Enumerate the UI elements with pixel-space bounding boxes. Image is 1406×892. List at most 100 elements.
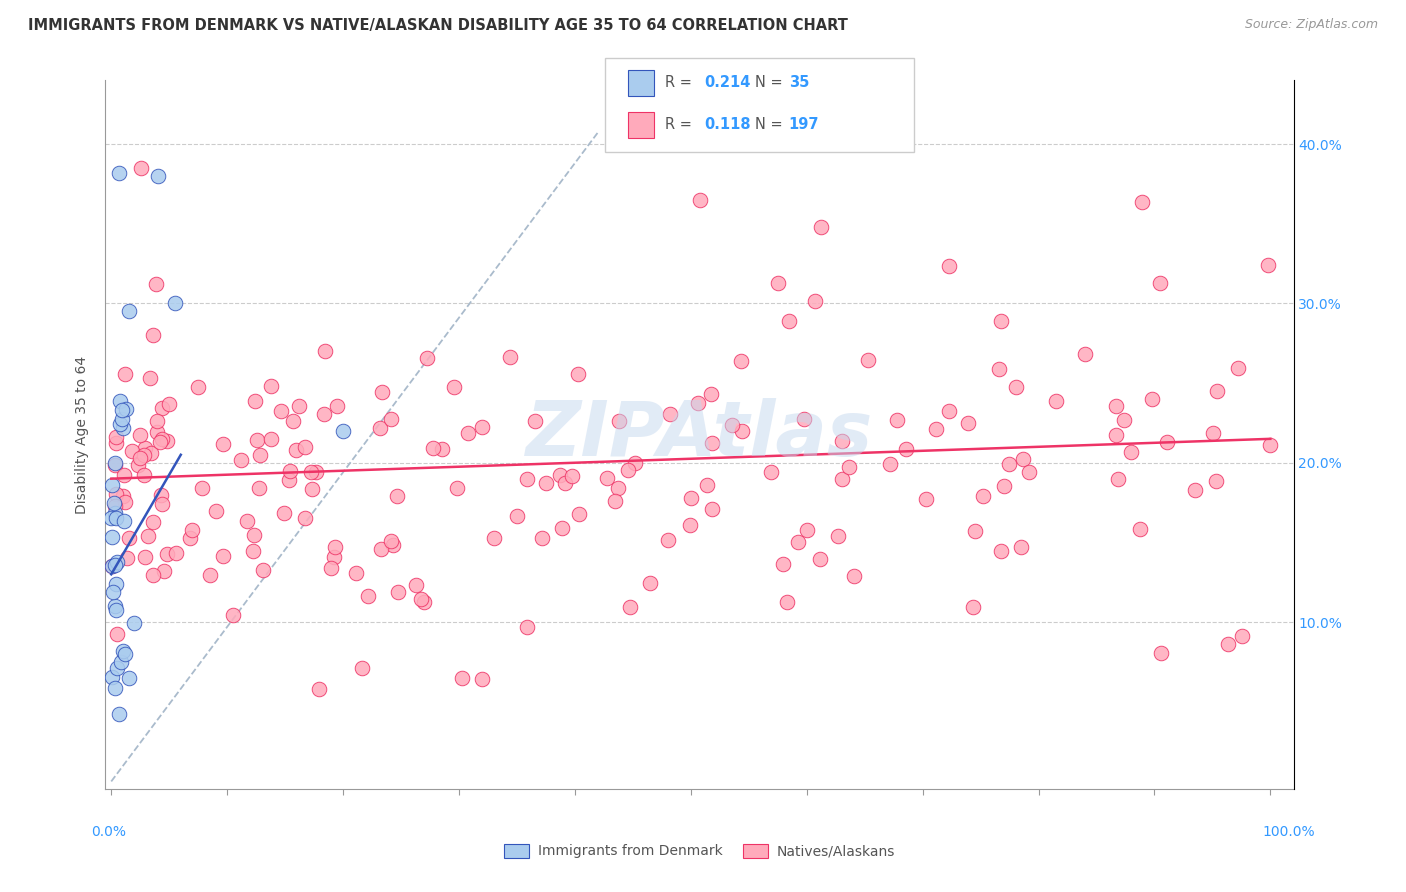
Point [430,442,453,456]
Point [617,463,640,477]
Point [117,671,139,685]
Point [1012,452,1035,467]
Point [242,543,264,558]
Point [243,394,266,409]
Point [699,387,721,401]
Point [212,549,235,563]
Point [471,672,494,686]
Point [121,443,143,458]
Point [368,421,391,435]
Point [299,465,322,479]
Text: 0.0%: 0.0% [91,825,127,839]
Point [1107,472,1129,486]
Point [1004,380,1026,394]
Point [793,412,815,426]
Point [111,403,134,417]
Point [1257,258,1279,272]
Point [938,260,960,274]
Point [759,465,782,479]
Point [142,515,165,529]
Point [810,219,832,234]
Point [965,524,987,538]
Point [607,482,630,496]
Point [212,437,235,451]
Point [111,489,134,503]
Text: IMMIGRANTS FROM DENMARK VS NATIVE/ALASKAN DISABILITY AGE 35 TO 64 CORRELATION CH: IMMIGRANTS FROM DENMARK VS NATIVE/ALASKA… [28,18,848,33]
Text: N =: N = [755,118,787,132]
Point [551,521,574,535]
Y-axis label: Disability Age 35 to 64: Disability Age 35 to 64 [76,356,90,514]
Point [104,458,127,472]
Point [457,425,479,440]
Point [105,487,128,501]
Point [1226,360,1249,375]
Point [221,608,243,623]
Point [142,328,165,343]
Text: 0.214: 0.214 [704,76,751,90]
Point [831,472,853,486]
Point [124,616,146,631]
Point [104,577,127,591]
Point [567,508,589,522]
Point [1114,413,1136,427]
Text: R =: R = [665,118,696,132]
Point [482,531,505,545]
Point [554,475,576,490]
Point [247,481,270,495]
Point [100,530,122,544]
Point [242,528,264,542]
Point [831,434,853,448]
Point [103,584,125,599]
Point [145,277,167,292]
Point [229,452,252,467]
Point [531,531,554,545]
Text: 0.118: 0.118 [704,118,751,132]
Point [115,551,138,566]
Point [561,469,583,483]
Point [446,481,468,495]
Point [150,432,173,446]
Point [657,533,679,548]
Point [720,417,742,432]
Text: 35: 35 [789,76,808,90]
Point [1105,399,1128,413]
Point [252,563,274,577]
Point [104,507,127,521]
Point [323,549,346,564]
Point [1130,195,1153,210]
Point [139,370,162,384]
Point [879,457,901,471]
Point [1258,438,1281,452]
Point [990,543,1012,558]
Point [506,509,529,524]
Point [148,435,170,450]
Point [640,576,662,591]
Point [778,314,800,328]
Point [385,489,408,503]
Point [118,532,141,546]
Point [412,595,434,609]
Point [524,414,547,428]
Point [146,425,169,439]
Point [387,585,409,599]
Point [956,416,979,430]
Point [134,441,156,455]
Point [1129,523,1152,537]
Point [516,472,538,486]
Point [142,568,165,582]
Point [326,400,349,414]
Text: N =: N = [755,76,787,90]
Point [134,467,156,482]
Point [270,404,292,418]
Point [352,661,374,675]
Point [405,578,427,592]
Point [411,592,433,607]
Point [450,671,472,685]
Point [104,430,127,444]
Point [146,169,169,183]
Point [415,351,437,365]
Point [259,432,281,446]
Point [1184,483,1206,498]
Point [681,491,703,505]
Point [205,504,228,518]
